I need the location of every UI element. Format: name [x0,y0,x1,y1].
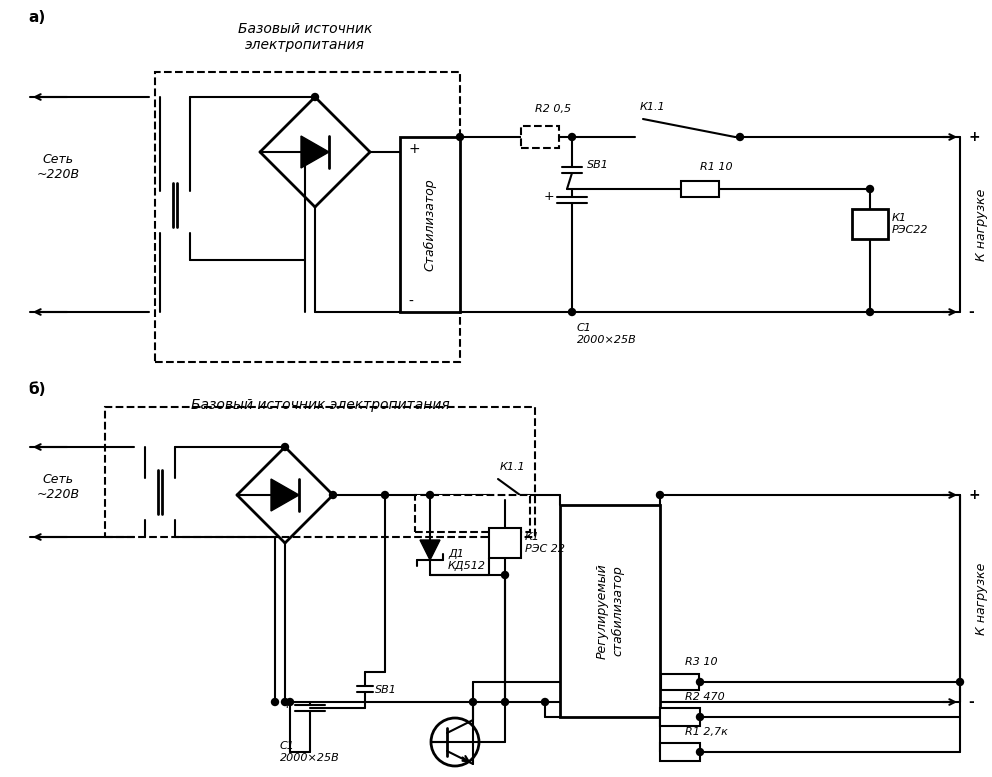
Circle shape [311,93,318,100]
Text: а): а) [28,9,46,25]
Text: Стабилизатор: Стабилизатор [424,178,436,271]
Text: -: - [968,695,974,709]
Text: -: - [968,305,974,319]
Text: К1
РЭС22: К1 РЭС22 [892,213,929,235]
Text: +: + [968,488,980,502]
Circle shape [866,186,874,193]
Bar [560,505,660,717]
Text: -: - [408,295,413,309]
Text: R1 10: R1 10 [700,162,733,172]
Text: R2 470: R2 470 [685,692,725,702]
Text: Сеть
~220В: Сеть ~220В [37,153,79,181]
Text: Регулируемый
стабилизатор: Регулируемый стабилизатор [596,563,624,659]
Polygon shape [271,479,299,511]
Circle shape [542,699,549,706]
Text: К1.1: К1.1 [500,462,526,472]
Circle shape [329,492,336,499]
Circle shape [469,699,476,706]
Text: R2 0,5: R2 0,5 [535,104,571,114]
Text: Базовый источник
электропитания: Базовый источник электропитания [238,22,372,52]
Circle shape [287,699,294,706]
Text: R1 2,7к: R1 2,7к [685,727,728,737]
Text: К1
РЭС 22: К1 РЭС 22 [525,532,565,554]
Bar [155,72,460,362]
Bar [661,674,699,690]
Text: К нагрузке: К нагрузке [975,563,988,635]
Bar [660,743,700,761]
Text: SB1: SB1 [375,685,397,695]
Circle shape [382,492,389,499]
Circle shape [502,699,509,706]
Text: +: + [408,142,420,156]
Circle shape [502,572,509,579]
Text: Д1
КД512: Д1 КД512 [448,549,486,571]
Circle shape [657,492,664,499]
Circle shape [956,678,963,685]
Circle shape [736,134,743,141]
Text: +: + [968,130,980,144]
Text: К нагрузке: К нагрузке [975,188,988,261]
Bar [852,209,888,239]
Bar [105,407,535,537]
Text: б): б) [28,382,46,396]
Bar [415,495,530,532]
Circle shape [568,134,575,141]
Bar [489,528,521,558]
Circle shape [282,699,289,706]
Circle shape [696,713,703,720]
Polygon shape [301,136,329,168]
Circle shape [696,678,703,685]
Bar [660,708,700,726]
Bar [400,137,460,312]
Text: К1.1: К1.1 [640,102,666,112]
Text: R3 10: R3 10 [685,657,717,667]
Circle shape [282,444,289,451]
Polygon shape [420,540,440,560]
Text: Базовый источник электропитания: Базовый источник электропитания [190,398,449,412]
Circle shape [427,492,434,499]
Circle shape [866,308,874,315]
Bar [521,126,559,148]
Bar [681,181,719,197]
Circle shape [272,699,279,706]
Circle shape [696,748,703,755]
Circle shape [568,308,575,315]
Text: C1
2000×25В: C1 2000×25В [577,323,637,345]
Text: C1
2000×25В: C1 2000×25В [280,741,339,763]
Text: +: + [282,699,292,712]
Text: Сеть
~220В: Сеть ~220В [37,473,79,501]
Text: SB1: SB1 [587,160,609,170]
Text: +: + [544,190,554,204]
Circle shape [456,134,463,141]
